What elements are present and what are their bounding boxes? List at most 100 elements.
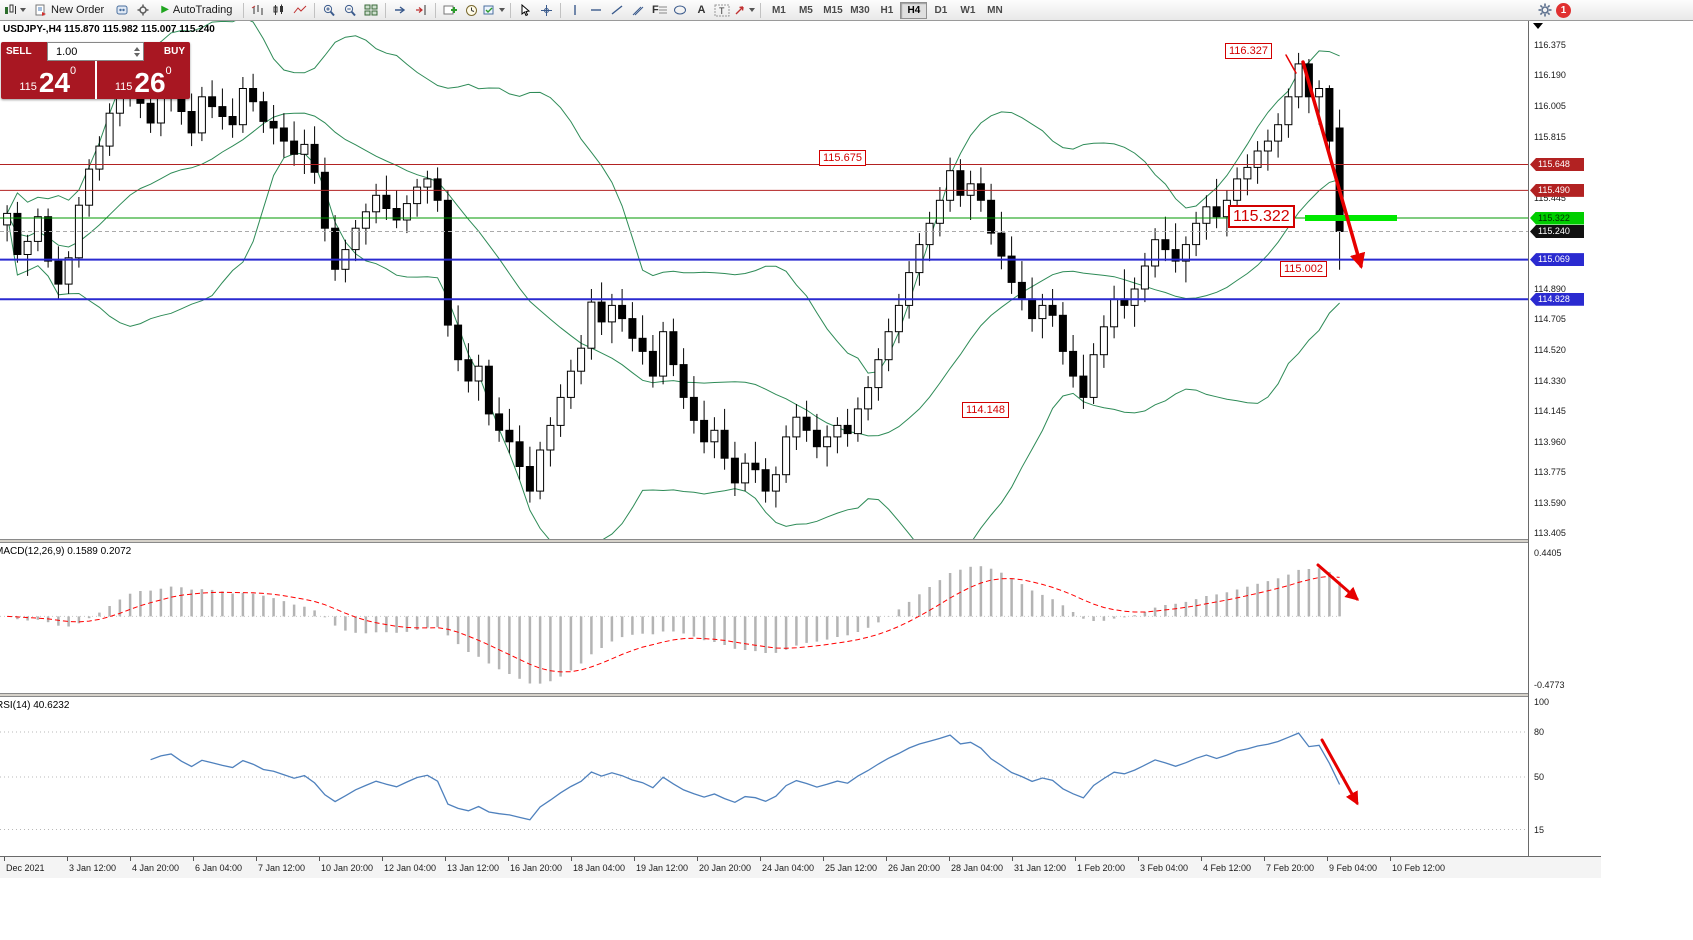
price-callout-115.675[interactable]: 115.675 <box>819 150 866 166</box>
bar-chart-icon[interactable] <box>248 1 268 19</box>
time-axis-tick <box>256 857 257 861</box>
time-axis-label: 16 Jan 20:00 <box>510 863 563 873</box>
volume-increase-icon[interactable] <box>134 46 140 51</box>
settings-gear-icon[interactable] <box>1535 1 1555 19</box>
shapes-icon[interactable] <box>670 1 690 19</box>
notification-badge[interactable]: 1 <box>1556 2 1571 18</box>
period-clock-icon[interactable] <box>461 1 481 19</box>
chevron-down-icon <box>749 8 756 12</box>
horizontal-object-lines <box>0 164 1528 301</box>
expert-advisors-icon[interactable] <box>112 1 132 19</box>
auto-scroll-icon[interactable] <box>390 1 410 19</box>
timeframe-h4-button[interactable]: H4 <box>900 1 928 19</box>
cursor-icon[interactable] <box>515 1 535 19</box>
time-axis-label: 20 Jan 20:00 <box>699 863 752 873</box>
autotrading-button[interactable]: ▶ AutoTrading <box>154 1 239 19</box>
buy-tab-label[interactable]: BUY <box>144 42 190 61</box>
rsi-down-arrow[interactable] <box>1320 738 1359 806</box>
price-callout-115.322[interactable]: 115.322 <box>1228 205 1295 228</box>
timeframe-m30-button[interactable]: M30 <box>850 4 870 16</box>
timeframe-w1-button[interactable]: W1 <box>960 4 976 16</box>
bollinger-upper-band <box>6 21 1340 374</box>
timeframe-d1-button[interactable]: D1 <box>934 4 948 16</box>
bollinger-middle-band <box>6 112 1340 437</box>
time-axis-tick <box>319 857 320 861</box>
timeframe-m1-button[interactable]: M1 <box>771 4 786 16</box>
macd-histogram <box>16 566 1341 684</box>
zoom-in-icon[interactable] <box>319 1 339 19</box>
one-click-trading-widget: SELL 1.00 BUY 115 24 0 115 26 0 <box>1 42 190 99</box>
time-axis-tick <box>1201 857 1202 861</box>
vertical-line-icon[interactable] <box>565 1 585 19</box>
arrows-tool-icon[interactable] <box>733 1 756 19</box>
chart-macd-splitter[interactable] <box>0 539 1601 543</box>
channel-icon[interactable] <box>628 1 648 19</box>
downtrend-arrow[interactable] <box>1301 60 1366 270</box>
rsi-indicator-label: RSI(14) 40.6232 <box>0 700 70 711</box>
axis-price-label: 100 <box>1534 697 1550 707</box>
axis-price-label: 116.005 <box>1534 100 1566 111</box>
macd-rsi-splitter[interactable] <box>0 693 1601 697</box>
new-order-label: New Order <box>51 4 105 16</box>
volume-input[interactable]: 1.00 <box>47 42 144 61</box>
horizontal-line-icon[interactable] <box>586 1 606 19</box>
price-callout-116.327[interactable]: 116.327 <box>1225 43 1272 59</box>
toolbar-separator <box>435 2 437 18</box>
sell-price-pip: 0 <box>70 65 77 77</box>
time-axis-label: 19 Jan 12:00 <box>636 863 689 873</box>
time-axis-tick <box>697 857 698 861</box>
price-callout-115.002[interactable]: 115.002 <box>1280 261 1327 277</box>
timeframe-h1-button[interactable]: H1 <box>880 4 894 16</box>
price-callout-114.148[interactable]: 114.148 <box>962 402 1009 418</box>
tile-windows-icon[interactable] <box>361 1 381 19</box>
axis-price-label: 15 <box>1534 824 1545 835</box>
buy-button[interactable]: 115 26 0 <box>96 61 190 99</box>
time-axis-label: 10 Feb 12:00 <box>1392 863 1446 873</box>
price-tag-115.069: 115.069 <box>1530 253 1584 267</box>
callout-connector-line[interactable] <box>1285 54 1297 74</box>
chart-shift-icon[interactable] <box>411 1 431 19</box>
macd-panel-canvas[interactable] <box>0 543 1528 693</box>
options-icon[interactable] <box>133 1 153 19</box>
time-axis-label: 31 Jan 12:00 <box>1014 863 1067 873</box>
time-axis-tick <box>4 857 5 861</box>
axis-price-label: 115.815 <box>1534 132 1566 142</box>
fibonacci-icon[interactable]: F <box>652 3 667 16</box>
trendline-icon[interactable] <box>607 1 627 19</box>
volume-decrease-icon[interactable] <box>134 52 140 57</box>
axis-price-label: 80 <box>1534 727 1545 737</box>
macd-down-arrow[interactable] <box>1316 563 1360 601</box>
green-highlight-bar[interactable] <box>1305 215 1397 221</box>
timeframe-group: M1 M5 M15 M30 H1 H4 D1 W1 MN <box>765 1 1008 19</box>
chevron-down-icon <box>499 8 506 12</box>
price-chart-canvas[interactable] <box>0 21 1528 539</box>
timeframe-mn-button[interactable]: MN <box>987 4 1003 16</box>
buy-price-main: 115 <box>114 81 133 93</box>
zoom-out-icon[interactable] <box>340 1 360 19</box>
crosshair-icon[interactable] <box>536 1 556 19</box>
templates-icon[interactable] <box>482 1 506 19</box>
price-tag-115.322: 115.322 <box>1530 211 1584 225</box>
new-chart-icon[interactable] <box>3 1 27 19</box>
axis-price-label: 116.375 <box>1534 40 1566 50</box>
timeframe-m5-button[interactable]: M5 <box>798 4 813 16</box>
time-axis-tick <box>634 857 635 861</box>
timeframe-m15-button[interactable]: M15 <box>823 4 843 16</box>
text-icon[interactable]: A <box>697 3 706 16</box>
candlestick-chart-icon[interactable] <box>269 1 289 19</box>
label-icon[interactable]: T <box>712 1 732 19</box>
axis-price-label: 113.405 <box>1534 528 1566 538</box>
time-axis-label: 24 Jan 04:00 <box>762 863 815 873</box>
time-axis-tick <box>130 857 131 861</box>
sell-tab-label[interactable]: SELL <box>1 42 47 61</box>
time-axis-label: 4 Jan 20:00 <box>132 863 180 873</box>
rsi-panel-canvas[interactable] <box>0 697 1528 856</box>
axis-price-label: 113.590 <box>1534 497 1566 508</box>
new-order-button[interactable]: New Order <box>28 1 111 19</box>
time-axis-tick <box>193 857 194 861</box>
scale-marker-icon <box>1533 23 1543 29</box>
new-chart-plus-icon[interactable] <box>440 1 460 19</box>
axis-price-label: 116.190 <box>1534 70 1566 81</box>
line-chart-icon[interactable] <box>290 1 310 19</box>
sell-button[interactable]: 115 24 0 <box>1 61 95 99</box>
